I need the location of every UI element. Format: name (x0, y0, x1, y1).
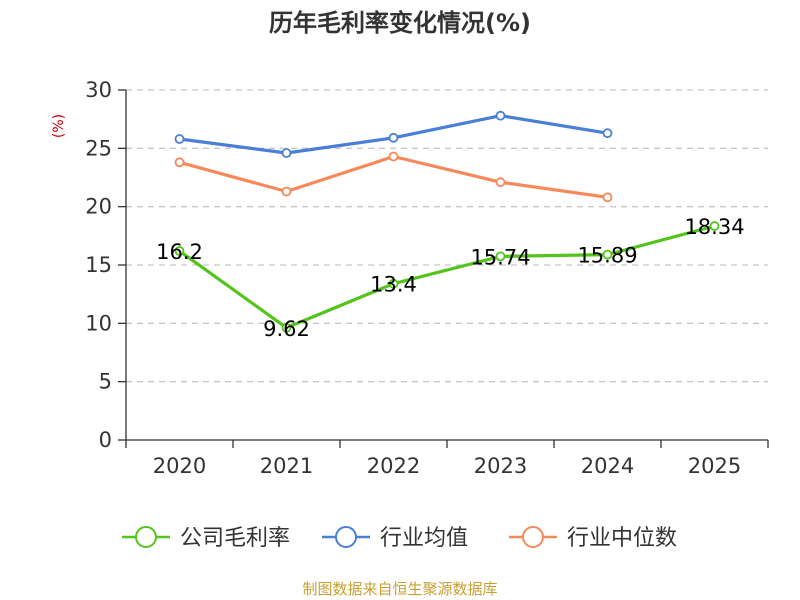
legend-marker (135, 526, 157, 548)
series-0 (174, 221, 720, 333)
data-point[interactable] (495, 251, 506, 262)
legend-item-2[interactable]: 行业中位数 (509, 526, 677, 551)
y-tick-label: 30 (85, 78, 112, 102)
data-label: 13.4 (370, 273, 417, 297)
x-tick-label-2020: 2020 (153, 454, 206, 478)
x-tick-label-2023: 2023 (474, 454, 527, 478)
y-tick-label: 15 (85, 253, 112, 277)
series-lines (174, 110, 720, 333)
data-point[interactable] (602, 192, 613, 203)
legend-marker (522, 526, 544, 548)
legend-label: 行业均值 (380, 526, 468, 551)
data-point[interactable] (281, 148, 292, 158)
legend-label: 行业中位数 (567, 526, 677, 551)
data-point[interactable] (174, 246, 185, 256)
data-label: 16.2 (156, 240, 203, 264)
y-tick-label: 5 (99, 370, 112, 394)
data-point[interactable] (602, 249, 613, 260)
y-axis-label: (%) (51, 114, 67, 138)
legend[interactable]: 公司毛利率 行业均值 行业中位数 (122, 526, 677, 551)
source-note: 制图数据来自恒生聚源数据库 (302, 580, 497, 598)
series-1 (174, 110, 613, 158)
data-label: 15.74 (470, 245, 530, 269)
data-point[interactable] (281, 186, 292, 197)
y-tick-label: 0 (99, 428, 112, 452)
legend-item-1[interactable]: 行业均值 (322, 526, 468, 551)
data-point[interactable] (495, 110, 506, 121)
grid-lines (126, 89, 768, 383)
data-point[interactable] (388, 132, 399, 143)
data-point[interactable] (388, 278, 399, 289)
data-labels: 16.2 9.62 13.4 15.74 15.89 18.34 (156, 215, 744, 341)
y-tick-label: 20 (85, 195, 112, 219)
data-point[interactable] (495, 177, 506, 188)
legend-item-0[interactable]: 公司毛利率 (122, 526, 290, 551)
series-line-0 (178, 224, 715, 330)
y-tick-label: 25 (85, 136, 112, 160)
series-line-2 (179, 154, 608, 199)
data-label: 15.89 (577, 244, 637, 268)
data-point[interactable] (602, 128, 613, 139)
series-2 (174, 151, 613, 203)
x-tick-label-2024: 2024 (581, 454, 634, 478)
data-point[interactable] (709, 221, 720, 231)
x-tick-label-2022: 2022 (367, 454, 420, 478)
x-tick-label-2025: 2025 (688, 454, 741, 478)
data-point[interactable] (174, 134, 185, 144)
data-point[interactable] (174, 157, 185, 168)
data-point[interactable] (388, 151, 399, 162)
data-label: 18.34 (684, 215, 744, 239)
data-point[interactable] (281, 322, 292, 333)
data-label: 9.62 (263, 317, 310, 341)
x-tick-label-2021: 2021 (260, 454, 313, 478)
legend-marker (335, 526, 357, 548)
legend-label: 公司毛利率 (180, 526, 290, 551)
y-tick-label: 10 (85, 311, 112, 335)
chart-title: 历年毛利率变化情况(%) (269, 9, 531, 37)
